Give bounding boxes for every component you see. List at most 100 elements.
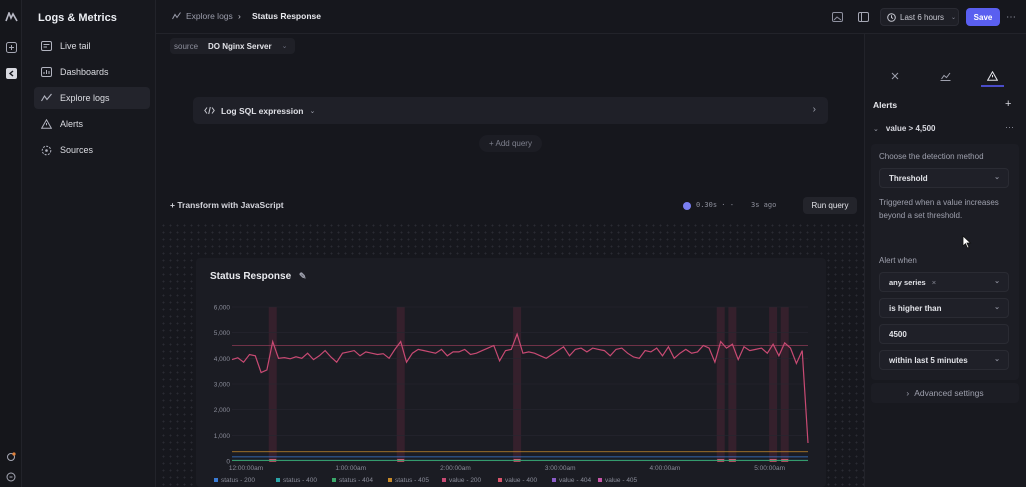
legend-label[interactable]: status - 404 <box>339 477 373 484</box>
time-window-select[interactable]: within last 5 minutes ⌄ <box>879 350 1009 370</box>
help-icon[interactable] <box>4 470 18 484</box>
time-range-label: Last 6 hours <box>900 12 945 22</box>
sidebar-item-dashboards[interactable]: Dashboards <box>34 61 150 83</box>
chevron-right-icon: › <box>238 11 241 21</box>
x-tick-label: 4:00:00am <box>650 465 681 472</box>
sidebar-item-label: Sources <box>60 145 94 155</box>
chevron-down-icon: ⌄ <box>873 125 879 133</box>
image-icon[interactable] <box>828 8 846 26</box>
legend-swatch <box>442 478 446 482</box>
x-tick-label: 12:00:00am <box>229 465 263 472</box>
edit-pencil-icon[interactable]: ✎ <box>298 271 307 281</box>
y-tick-label: 2,000 <box>214 407 231 414</box>
y-tick-label: 0 <box>226 459 230 466</box>
chevron-down-icon: ⌄ <box>951 14 957 21</box>
source-label: source <box>174 41 199 51</box>
add-square-icon[interactable] <box>4 40 18 54</box>
legend-swatch <box>388 478 392 482</box>
breadcrumb-item-current: Status Response <box>252 11 321 21</box>
series-line-value-200[interactable] <box>231 332 809 444</box>
detection-method-value: Threshold <box>889 173 928 183</box>
chevron-down-icon: ⌄ <box>994 304 1000 311</box>
more-options-icon[interactable]: ⋯ <box>1006 11 1016 23</box>
condition-value: is higher than <box>889 303 942 313</box>
y-tick-label: 5,000 <box>214 330 231 337</box>
breadcrumb[interactable]: Explore logs <box>172 11 233 21</box>
condition-select[interactable]: is higher than ⌄ <box>879 298 1009 318</box>
live-tail-icon <box>40 40 52 52</box>
chevron-down-icon: ⌄ <box>309 107 316 115</box>
alert-rule-name: value > 4,500 <box>885 124 936 133</box>
series-tag[interactable]: any series × <box>889 278 936 287</box>
code-icon <box>204 106 215 115</box>
series-select[interactable]: any series × ⌄ <box>879 272 1009 292</box>
add-alert-icon[interactable]: + <box>1005 98 1012 110</box>
breadcrumb-item-explore-logs[interactable]: Explore logs <box>186 11 233 21</box>
legend-label[interactable]: value - 405 <box>605 477 638 484</box>
log-sql-expression[interactable]: Log SQL expression ⌄ › <box>193 97 828 124</box>
time-window-value: within last 5 minutes <box>889 355 968 365</box>
source-filter[interactable]: source DO Nginx Server ⌄ <box>170 38 296 54</box>
query-time-ago: 3s ago <box>751 201 777 209</box>
sidebar <box>22 0 156 487</box>
advanced-settings-button[interactable]: › Advanced settings <box>871 383 1019 403</box>
time-range-select[interactable]: Last 6 hours ⌄ <box>880 8 959 26</box>
app-logo-icon[interactable] <box>4 10 18 24</box>
alert-more-icon[interactable]: ⋯ <box>1005 122 1014 132</box>
alerts-icon <box>40 118 52 130</box>
active-tab-indicator <box>981 85 1004 87</box>
legend-label[interactable]: status - 405 <box>395 477 429 484</box>
remove-tag-icon[interactable]: × <box>931 277 937 287</box>
y-tick-label: 4,000 <box>214 356 231 363</box>
alerts-tab-icon[interactable] <box>981 69 1003 83</box>
sidebar-item-explore-logs[interactable]: Explore logs <box>34 87 150 109</box>
alert-rule-header[interactable]: ⌄ value > 4,500 <box>873 124 935 133</box>
threshold-input[interactable]: 4500 <box>879 324 1009 344</box>
clock-icon <box>887 12 896 22</box>
transform-javascript-button[interactable]: + Transform with JavaScript <box>170 200 284 210</box>
chevron-right-icon: › <box>906 388 910 398</box>
save-button[interactable]: Save <box>966 8 1000 26</box>
chevron-down-icon: ⌄ <box>994 278 1000 285</box>
run-query-button[interactable]: Run query <box>803 197 857 214</box>
legend-label[interactable]: value - 400 <box>505 477 538 484</box>
advanced-settings-label: Advanced settings <box>914 388 984 398</box>
dashboards-icon <box>40 66 52 78</box>
app-title: Logs & Metrics <box>38 12 117 24</box>
x-tick-label: 3:00:00am <box>545 465 576 472</box>
legend-swatch <box>498 478 502 482</box>
legend-label[interactable]: value - 200 <box>449 477 482 484</box>
x-tick-label: 1:00:00am <box>335 465 366 472</box>
sidebar-item-alerts[interactable]: Alerts <box>34 113 150 135</box>
series-tag-label: any series <box>889 277 926 287</box>
legend-label[interactable]: status - 200 <box>221 477 255 484</box>
sidebar-item-sources[interactable]: Sources <box>34 139 150 161</box>
detection-method-select[interactable]: Threshold ⌄ <box>879 168 1009 188</box>
sidebar-item-label: Live tail <box>60 41 91 51</box>
threshold-value: 4500 <box>889 329 907 339</box>
y-tick-label: 6,000 <box>214 305 231 312</box>
chevron-right-icon[interactable]: › <box>812 104 816 115</box>
legend-label[interactable]: value - 404 <box>559 477 592 484</box>
sidebar-item-live-tail[interactable]: Live tail <box>34 35 150 57</box>
sidebar-item-label: Explore logs <box>60 93 110 103</box>
chart-settings-icon[interactable] <box>934 69 956 83</box>
legend-swatch <box>332 478 336 482</box>
notification-icon[interactable] <box>4 450 18 464</box>
x-tick-label: 2:00:00am <box>440 465 471 472</box>
chart-title-text: Status Response <box>210 271 292 282</box>
chevron-down-icon: ⌄ <box>994 174 1000 181</box>
sources-icon <box>40 144 52 156</box>
source-value: DO Nginx Server <box>208 41 272 51</box>
close-icon[interactable] <box>884 69 906 83</box>
status-response-chart[interactable]: 0 1,000 2,000 3,000 4,000 5,000 6,000 12:00:00… <box>196 290 826 487</box>
chart-title: Status Response ✎ <box>210 271 306 282</box>
chart-card <box>196 258 826 487</box>
legend-label[interactable]: status - 400 <box>283 477 317 484</box>
mouse-cursor-icon <box>962 235 972 249</box>
add-query-button[interactable]: + Add query <box>479 135 542 152</box>
team-badge-icon[interactable] <box>4 66 18 80</box>
panel-layout-icon[interactable] <box>854 8 872 26</box>
legend-swatch <box>552 478 556 482</box>
